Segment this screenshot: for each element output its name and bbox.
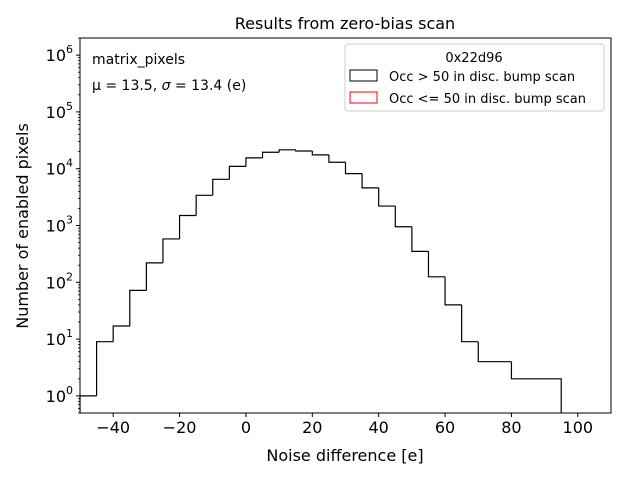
histogram-bin <box>212 178 230 196</box>
histogram-bin <box>461 304 479 343</box>
y-tick-label: 104 <box>46 157 73 179</box>
histogram-bin <box>328 154 346 163</box>
y-tick-label: 103 <box>46 214 73 236</box>
legend: 0x22d96 Occ > 50 in disc. bump scan Occ … <box>344 43 605 112</box>
histogram-bin <box>95 341 114 396</box>
chart-title: Results from zero-bias scan <box>235 14 455 33</box>
legend-label-occ-le-50: Occ <= 50 in disc. bump scan <box>389 92 586 107</box>
x-axis-ticks: −40 −20 0 20 40 60 80 100 <box>96 413 593 437</box>
histogram-bin <box>79 395 97 413</box>
annotation-stats: μ = 13.5, σ = 13.4 (e) <box>92 78 246 94</box>
histogram-bin <box>178 214 197 239</box>
histogram-bin <box>361 173 379 189</box>
annotation-name: matrix_pixels <box>92 52 185 68</box>
histogram-bin <box>394 206 412 228</box>
histogram-bin <box>311 150 329 156</box>
histogram-bin <box>427 251 446 278</box>
histogram-bin <box>195 194 213 216</box>
x-tick-label: 60 <box>435 418 455 437</box>
histogram-bin <box>378 187 396 207</box>
legend-frame <box>344 43 605 112</box>
y-tick-label: 101 <box>46 327 73 349</box>
x-tick-label: 20 <box>302 418 322 437</box>
histogram-bin <box>411 226 429 252</box>
x-tick-label: 100 <box>563 418 594 437</box>
histogram-bin <box>129 289 147 327</box>
x-tick-label: −20 <box>163 418 197 437</box>
histogram-bin <box>228 165 246 180</box>
y-tick-label: 102 <box>46 270 73 292</box>
y-axis-ticks: 100 101 102 103 104 105 106 <box>46 37 80 414</box>
histogram-bin <box>510 361 562 413</box>
x-tick-label: 0 <box>241 418 251 437</box>
histogram-bin <box>162 238 180 263</box>
y-tick-label: 100 <box>46 384 73 406</box>
histogram-bin <box>245 157 263 167</box>
histogram-bin <box>112 325 130 342</box>
histogram-bin <box>477 341 512 363</box>
legend-title: 0x22d96 <box>445 51 502 66</box>
histogram-bin <box>145 262 163 291</box>
y-tick-label: 106 <box>46 43 73 65</box>
histogram-bin <box>444 276 462 306</box>
histogram-bin <box>344 162 363 175</box>
legend-swatch-occ-gt-50 <box>349 69 378 82</box>
legend-swatch-occ-le-50 <box>349 91 378 104</box>
x-axis-label: Noise difference [e] <box>266 446 423 465</box>
histogram-bin <box>295 149 313 152</box>
y-axis-label: Number of enabled pixels <box>13 123 32 329</box>
histogram-bin <box>278 149 296 153</box>
x-tick-label: −40 <box>96 418 130 437</box>
histogram-bin <box>261 151 280 158</box>
legend-label-occ-gt-50: Occ > 50 in disc. bump scan <box>389 70 575 85</box>
x-tick-label: 80 <box>501 418 521 437</box>
y-tick-label: 105 <box>46 100 73 122</box>
x-tick-label: 40 <box>369 418 389 437</box>
